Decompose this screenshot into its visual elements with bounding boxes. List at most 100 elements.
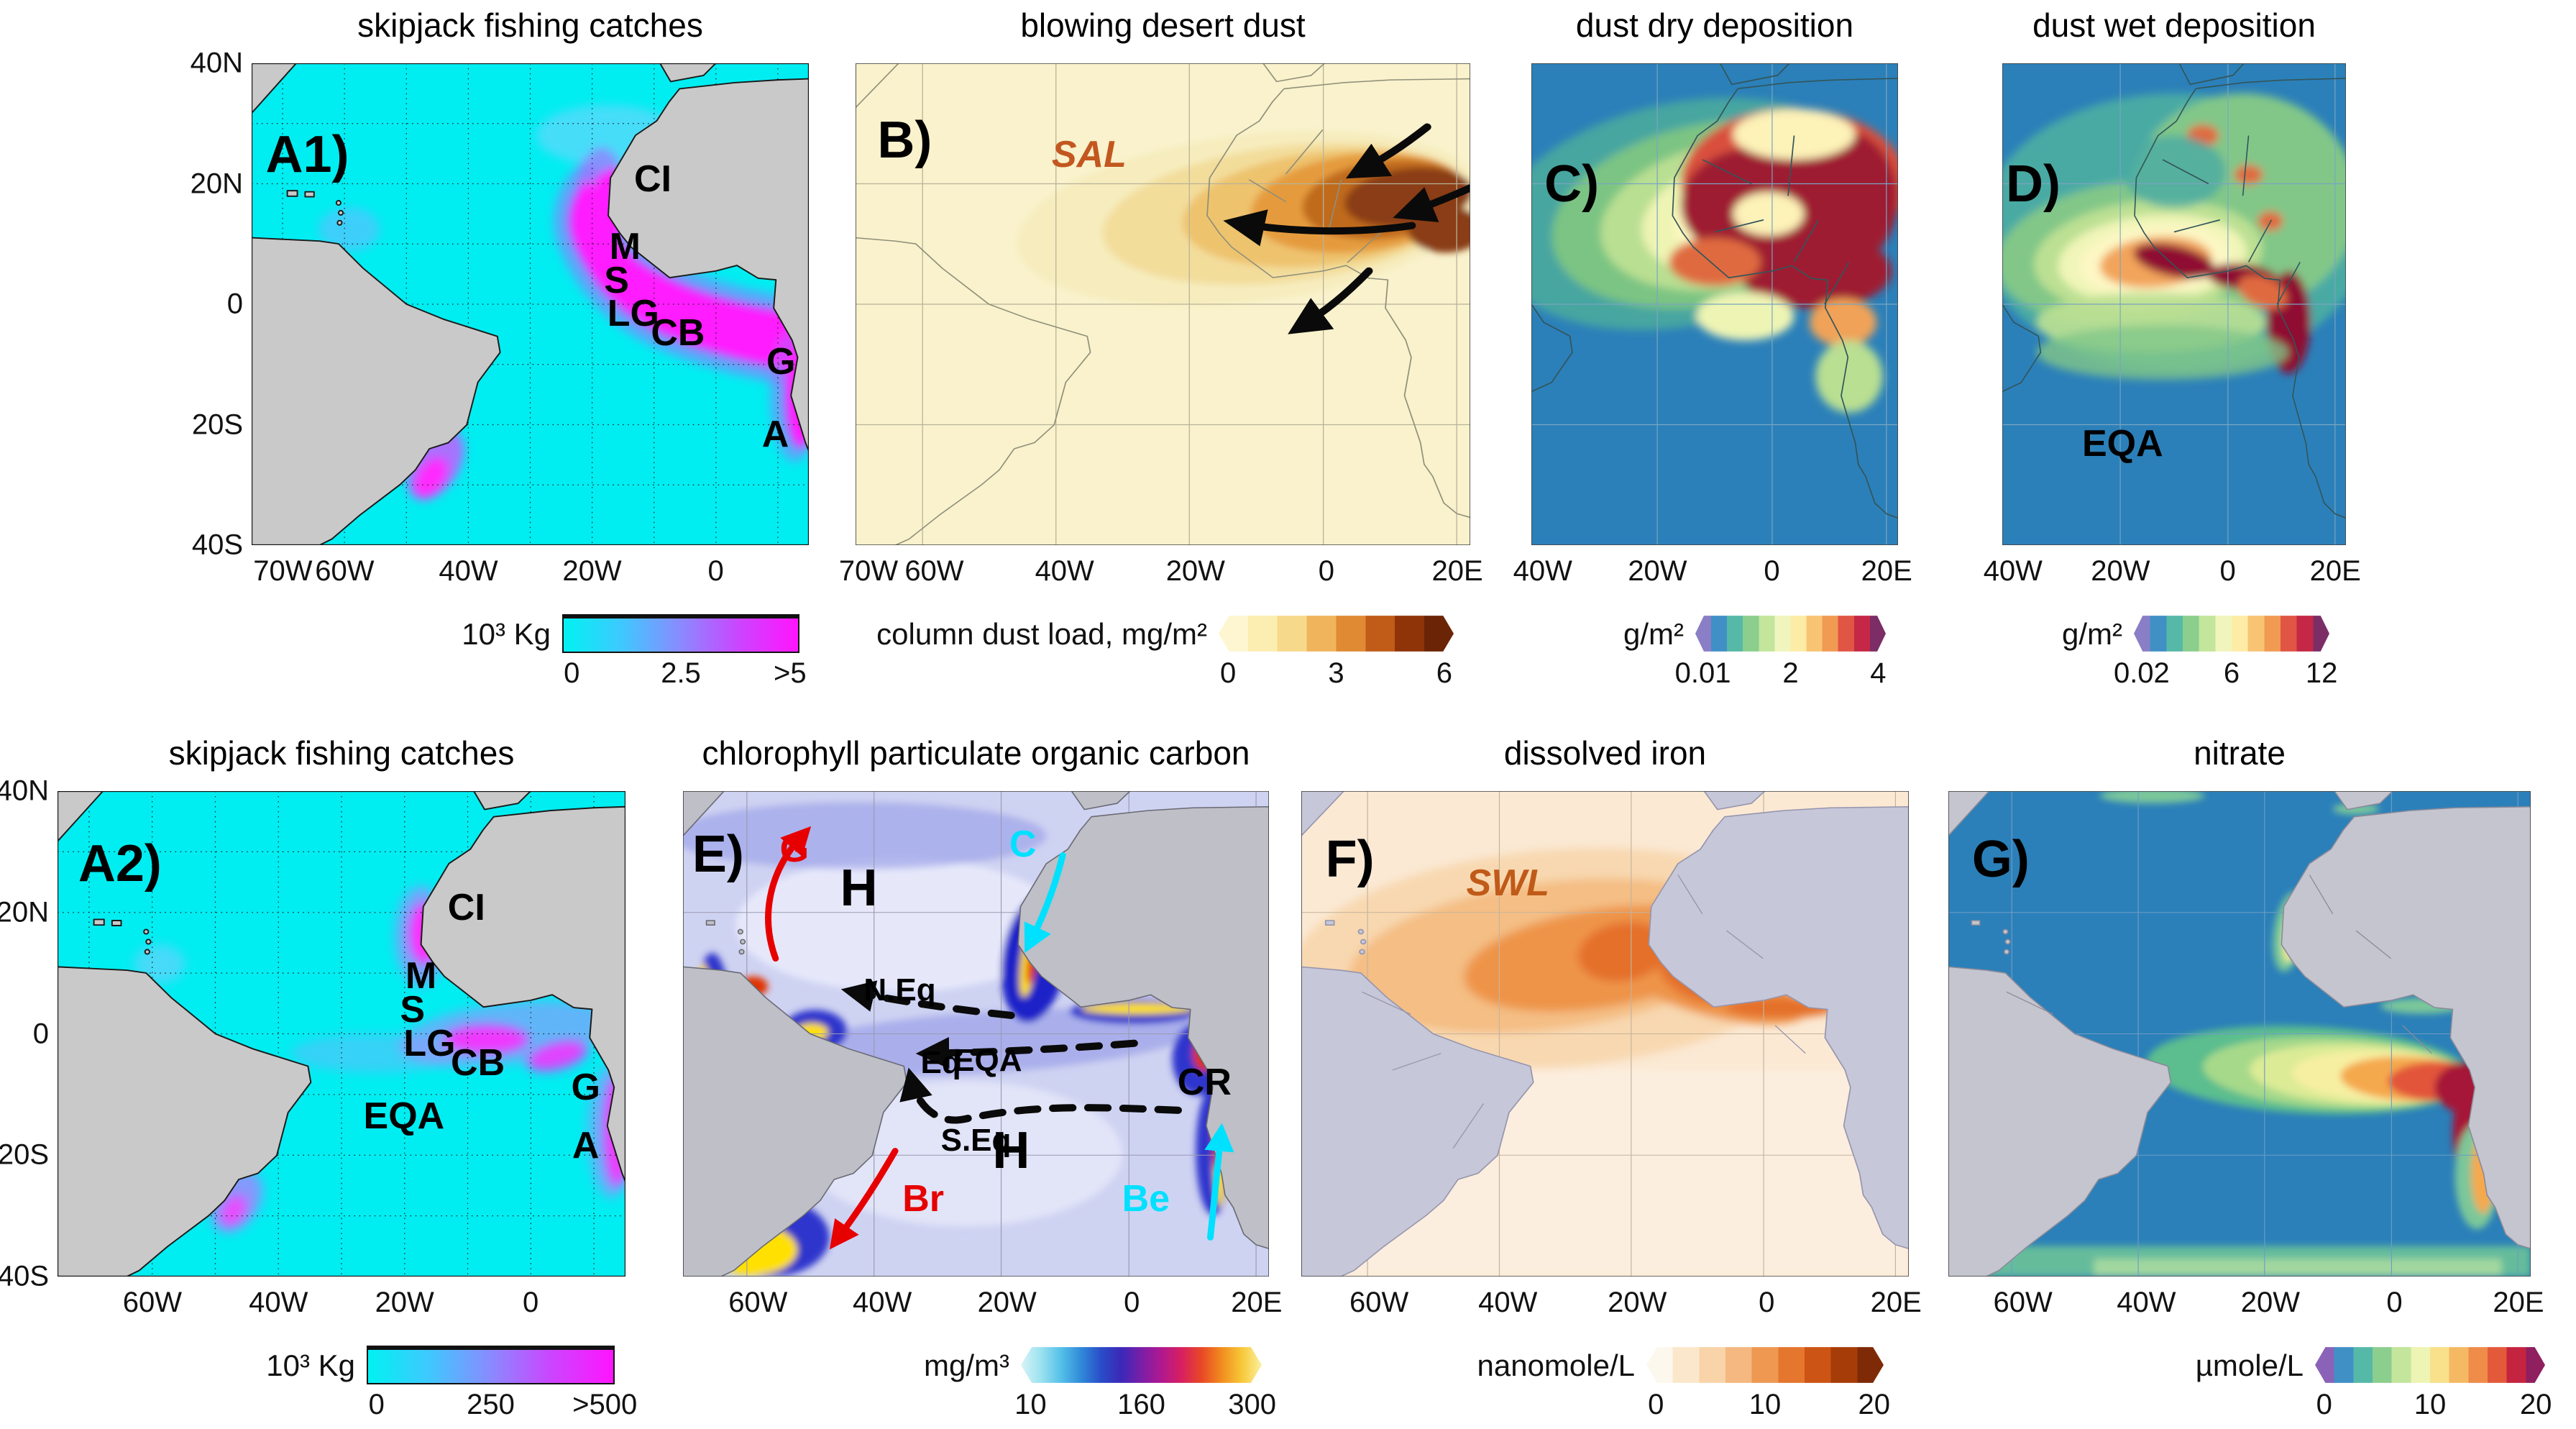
label-equatorial-atlantic: EQA [363,1095,445,1138]
y-tick: 20N [190,168,243,199]
x-tick: 0 [1764,555,1780,587]
colorbar-tick: 10 [2414,1389,2447,1420]
panel-f-title: dissolved iron [1503,734,1707,772]
x-tick: 20W [1628,555,1687,587]
e-colorbar-unit: mg/m³ [924,1348,1009,1382]
x-tick: 20E [1870,1287,1922,1318]
e-colorbar: mg/m³ 10 160 300 [683,1346,1276,1428]
colorbar-tick: 4 [1870,657,1887,689]
a1-colorbar: 10³ Kg 0 2.5 >5 [252,614,809,696]
x-tick: 20W [2240,1287,2301,1318]
x-tick: 40W [249,1287,308,1318]
y-tick: 40N [190,47,243,79]
x-tick: 40W [1478,1287,1538,1318]
d-colorbar-gradient [2134,616,2329,652]
panel-f: dissolved iron [1301,734,1922,1420]
x-tick: 60W [904,555,964,587]
x-tick: 20W [2091,555,2150,587]
a2-colorbar: 10³ Kg 0 250 >500 [58,1346,637,1428]
colorbar-tick: >500 [572,1389,638,1420]
label-liberia-guinea: LG [403,1023,456,1064]
panel-b-title: blowing desert dust [1020,6,1306,44]
x-tick: 60W [315,555,375,587]
a1-colorbar-unit: 10³ Kg [462,617,551,651]
label-canary-islands: CI [634,157,671,200]
x-tick: 20W [977,1287,1037,1318]
map-d: D) EQA [2002,63,2346,545]
x-tick: 60W [122,1287,183,1318]
y-tick: 20S [191,408,243,440]
panel-a2-id: A2) [78,835,162,893]
panel-c-id: C) [1544,155,1600,213]
panel-a2-title: skipjack fishing catches [168,734,515,772]
f-colorbar-gradient [1646,1347,1884,1383]
label-canary-current: C [1009,823,1037,866]
label-mauritania: M [609,225,641,268]
panel-d: dust wet deposition [1984,6,2361,689]
label-liberia-guinea: LG [607,293,659,335]
f-colorbar: nanomole/L 0 10 20 [1301,1346,1909,1428]
x-tick: 40W [439,555,498,587]
x-tick: 0 [707,555,724,587]
colorbar-tick: 300 [1228,1389,1276,1420]
x-tick: 0 [522,1287,539,1318]
label-senegal: S [604,259,629,301]
label-saharan-water-layer: SWL [1466,862,1550,905]
label-south-equatorial-current: S.Eq [940,1123,1012,1158]
map-a2-canvas [58,791,625,1277]
x-tick: 20E [1861,555,1912,587]
colorbar-tick: 20 [1858,1389,1891,1420]
x-tick: 70W [838,555,899,587]
x-tick: 20E [1431,555,1483,587]
c-colorbar-gradient [1695,616,1886,652]
panel-d-id: D) [2006,155,2061,213]
panel-e: chlorophyll particulate organic carbon [683,734,1282,1420]
colorbar-tick: 6 [1436,657,1453,689]
panel-e-title: chlorophyll particulate organic carbon [702,734,1250,772]
map-f-canvas [1301,791,1909,1277]
y-tick: 20S [0,1138,49,1171]
panel-f-id: F) [1325,830,1375,888]
colorbar-tick: 10 [1014,1389,1047,1420]
y-tick: 40S [0,1260,49,1292]
map-c: C) [1531,63,1898,545]
map-e-canvas [683,791,1269,1277]
colorbar-tick: 2.5 [661,657,701,689]
a2-colorbar-unit: 10³ Kg [266,1348,355,1382]
label-congo-river: CR [1177,1062,1232,1103]
colorbar-tick: 0.01 [1674,657,1731,689]
map-a1: A1) CI M S LG CB G A [252,63,809,545]
label-north-gyre-high: H [840,859,878,917]
colorbar-tick: 0 [368,1389,385,1420]
panel-c: dust dry deposition [1513,6,1912,689]
panel-d-title: dust wet deposition [2032,6,2316,44]
colorbar-tick: 0.02 [2113,657,2170,689]
g-colorbar: µmole/L 0 10 20 [1948,1346,2552,1428]
panel-a1-id: A1) [265,126,349,184]
map-g-canvas [1948,791,2531,1277]
map-a2: A2) CI M S LG CB G EQA A [58,791,625,1277]
colorbar-tick: 20 [2519,1389,2552,1420]
colorbar-tick: 6 [2223,657,2240,689]
map-g: G) [1948,791,2531,1277]
label-cb: CB [651,312,705,355]
panel-c-title: dust dry deposition [1575,6,1854,44]
map-e: E) G H C N.Eq Eq EQA S.Eq CR H Br Be [683,791,1269,1277]
colorbar-tick: 3 [1328,657,1344,689]
c-colorbar: g/m² 0.01 2 4 [1531,614,1898,696]
label-canary-islands: CI [447,887,485,928]
map-a1-canvas [252,63,809,545]
label-angola: A [761,413,789,455]
y-tick: 0 [32,1018,49,1049]
x-tick: 40W [1983,555,2043,587]
label-senegal: S [400,988,426,1031]
panel-b: blowing desert dust [839,6,1483,689]
colorbar-tick: 0 [2316,1389,2332,1420]
a1-colorbar-gradient [562,614,799,653]
x-tick: 40W [1035,555,1094,587]
label-angola: A [572,1124,600,1167]
label-north-equatorial-current: N.Eq [863,972,936,1008]
g-colorbar-unit: µmole/L [2195,1348,2304,1382]
x-tick: 0 [1124,1287,1140,1318]
colorbar-tick: 160 [1117,1389,1165,1420]
